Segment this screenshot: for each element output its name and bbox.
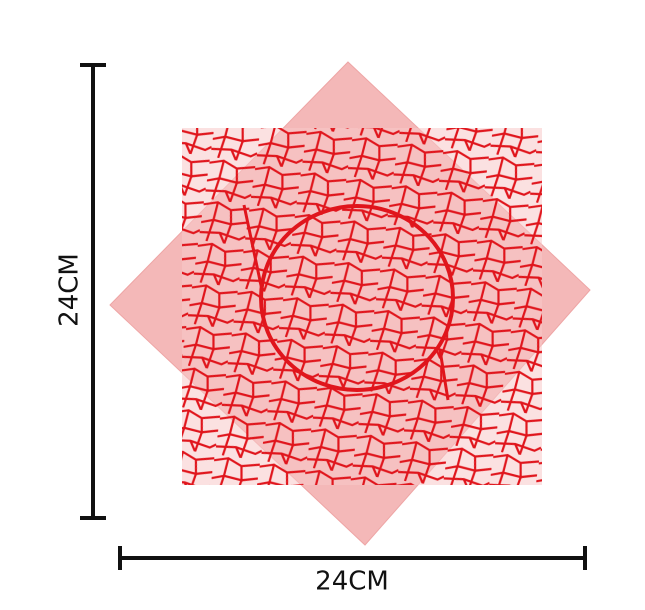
string-ends: [242, 204, 450, 401]
height-measure: [80, 63, 106, 520]
drawstring: [259, 204, 455, 392]
red-net: [182, 128, 542, 485]
width-label: 24CM: [315, 567, 389, 597]
width-measure: [118, 546, 587, 570]
height-label: 24CM: [55, 253, 85, 327]
